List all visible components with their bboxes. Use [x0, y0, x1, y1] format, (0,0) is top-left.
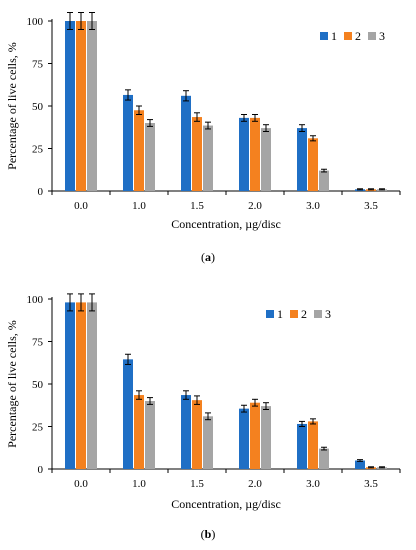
bar-chart-a: 0 25 50 75 100 0.0 1.0 1.5 2.0 3.0 3.5 Percentage o…	[5, 12, 401, 231]
bar-a-series-2-2.0	[250, 117, 260, 191]
y-tick-label: 0	[38, 464, 44, 476]
x-tick-label: 3.0	[306, 478, 320, 490]
bar-a-series-2-3.0	[308, 138, 318, 191]
x-axis-title: Concentration, µg/disc	[171, 497, 281, 511]
bar-b-series-3-1.0	[145, 401, 155, 469]
y-tick-label: 50	[32, 379, 44, 391]
bar-b-series-1-3.5	[355, 460, 365, 469]
legend-swatch-2	[290, 310, 298, 318]
bar-a-series-1-3.0	[297, 128, 307, 191]
bar-b-series-2-0.0	[76, 302, 86, 469]
chart-panel-b: 0 25 50 75 100 0.0 1.0 1.5 2.0 3.0 3.5 Percentage o…	[0, 280, 416, 550]
y-tick-label: 100	[27, 16, 44, 28]
bar-a-series-3-3.0	[319, 170, 329, 191]
bar-b-series-3-1.5	[203, 416, 213, 469]
legend-label-1: 1	[331, 29, 337, 43]
bar-a-series-2-1.5	[192, 117, 202, 191]
bar-b-series-1-2.0	[239, 408, 249, 469]
x-tick-label: 1.5	[190, 478, 204, 490]
y-tick-label: 50	[32, 101, 44, 113]
bar-b-series-2-2.0	[250, 402, 260, 469]
bar-chart-b: 0 25 50 75 100 0.0 1.0 1.5 2.0 3.0 3.5 Percentage o…	[5, 293, 401, 511]
panel-label-a: (a)	[201, 250, 215, 264]
legend-swatch-3	[368, 32, 376, 40]
legend-swatch-1	[266, 310, 274, 318]
chart-panel-a: 0 25 50 75 100 0.0 1.0 1.5 2.0 3.0 3.5 Percentage o…	[0, 0, 416, 272]
y-tick-label: 75	[32, 337, 44, 349]
bar-a-series-2-1.0	[134, 110, 144, 191]
y-tick-label: 100	[27, 294, 44, 306]
y-tick-label: 25	[32, 144, 44, 156]
legend-label-3: 3	[325, 307, 331, 321]
x-tick-label: 3.0	[306, 200, 320, 212]
legend-swatch-3	[314, 310, 322, 318]
x-tick-label: 1.0	[132, 200, 146, 212]
x-tick-label: 2.0	[248, 200, 262, 212]
x-tick-label: 1.0	[132, 478, 146, 490]
legend-label-2: 2	[301, 307, 307, 321]
y-axis-title: Percentage of live cells, %	[5, 320, 19, 448]
bar-b-series-1-0.0	[65, 302, 75, 469]
bar-b-series-3-3.0	[319, 448, 329, 469]
bar-b-series-1-1.0	[123, 359, 133, 469]
panel-label-b: (b)	[200, 527, 216, 541]
bar-a-series-3-1.5	[203, 125, 213, 191]
bar-b-series-2-1.0	[134, 395, 144, 469]
y-axis-title: Percentage of live cells, %	[5, 42, 19, 170]
legend-label-2: 2	[355, 29, 361, 43]
bar-b-series-1-1.5	[181, 395, 191, 469]
x-tick-label: 3.5	[364, 200, 378, 212]
bar-a-series-1-1.5	[181, 95, 191, 191]
x-tick-label: 2.0	[248, 478, 262, 490]
bar-b-series-3-2.0	[261, 406, 271, 469]
y-tick-label: 75	[32, 59, 44, 71]
legend-swatch-2	[344, 32, 352, 40]
bar-b-series-2-1.5	[192, 400, 202, 469]
x-tick-label: 1.5	[190, 200, 204, 212]
bar-a-series-3-2.0	[261, 128, 271, 191]
y-tick-label: 0	[38, 186, 44, 198]
legend-label-3: 3	[379, 29, 385, 43]
bar-a-series-2-0.0	[76, 21, 86, 191]
bar-a-series-3-0.0	[87, 21, 97, 191]
x-tick-label: 0.0	[74, 200, 88, 212]
x-tick-label: 3.5	[364, 478, 378, 490]
legend-label-1: 1	[277, 307, 283, 321]
bar-b-series-1-3.0	[297, 423, 307, 469]
bar-a-series-3-1.0	[145, 123, 155, 191]
bar-a-series-1-2.0	[239, 117, 249, 191]
legend-swatch-1	[320, 32, 328, 40]
y-tick-label: 25	[32, 422, 44, 434]
bar-a-series-1-1.0	[123, 94, 133, 191]
x-tick-label: 0.0	[74, 478, 88, 490]
x-axis-title: Concentration, µg/disc	[171, 217, 281, 231]
bar-b-series-3-0.0	[87, 302, 97, 469]
bar-b-series-2-3.0	[308, 421, 318, 469]
bar-a-series-1-0.0	[65, 21, 75, 191]
